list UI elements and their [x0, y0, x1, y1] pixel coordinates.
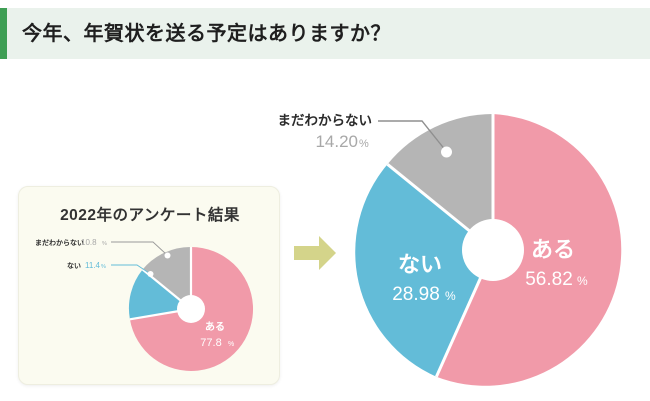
mini-callout-nai-pct-sign: % — [101, 264, 106, 270]
main-label-aru-pct: 56.82 — [525, 269, 573, 290]
mini-callout-mada-leader — [111, 241, 167, 255]
right-arrow-icon — [294, 236, 336, 270]
main-callout-mada-dot — [441, 146, 452, 158]
previous-survey-title: 2022年のアンケート結果 — [60, 207, 240, 224]
mini-donut-hole — [177, 295, 205, 323]
main-label-nai-name: ない — [398, 252, 442, 277]
main-slice-mada — [387, 114, 493, 250]
mini-callout-nai-name: ない — [67, 261, 81, 270]
main-callout-mada-pct: 14.20 — [315, 132, 358, 151]
header-accent-bar — [0, 8, 7, 59]
mini-label-aru-pct: 77.8 — [200, 337, 221, 349]
main-survey-pie-chart: まだわからない 14.20 % ある 56.82 % ない 28.98 % — [278, 113, 622, 386]
mini-callout-nai-pct: 11.4 — [85, 261, 101, 270]
mini-slice-nai — [128, 269, 191, 320]
main-callout-mada-leader — [378, 120, 447, 152]
main-callout-mada-pct-sign: % — [359, 138, 369, 150]
main-callout-mada-name: まだわからない — [278, 113, 373, 128]
mini-callout-mada-name: まだわからない — [35, 238, 84, 247]
previous-survey-card: 2022年のアンケート結果 まだわからない 10.8 % ない — [18, 186, 280, 385]
mini-slice-mada — [142, 246, 191, 309]
mini-callout-mada-pct-sign: % — [102, 241, 107, 247]
question-header: 今年、年賀状を送る予定はありますか？ — [0, 8, 650, 59]
previous-survey-pie-chart: まだわからない 10.8 % ない 11.4 % ある 77.8 % — [35, 238, 254, 371]
main-label-nai-pct: 28.98 — [392, 284, 440, 305]
main-label-nai-pct-sign: % — [445, 289, 456, 303]
mini-callout-mada-pct: 10.8 — [81, 238, 97, 247]
main-label-aru-name: ある — [531, 237, 575, 262]
mini-label-aru-pct-sign: % — [228, 341, 234, 348]
main-label-aru-pct-sign: % — [577, 274, 588, 288]
mini-label-aru-name: ある — [205, 320, 225, 333]
mini-callout-nai-dot — [147, 271, 154, 277]
mini-callout-mada-dot — [164, 252, 171, 259]
main-donut-hole — [462, 219, 524, 281]
page-title: 今年、年賀状を送る予定はありますか？ — [22, 22, 391, 45]
mini-callout-nai-leader — [111, 264, 150, 274]
main-slice-aru — [436, 114, 622, 386]
